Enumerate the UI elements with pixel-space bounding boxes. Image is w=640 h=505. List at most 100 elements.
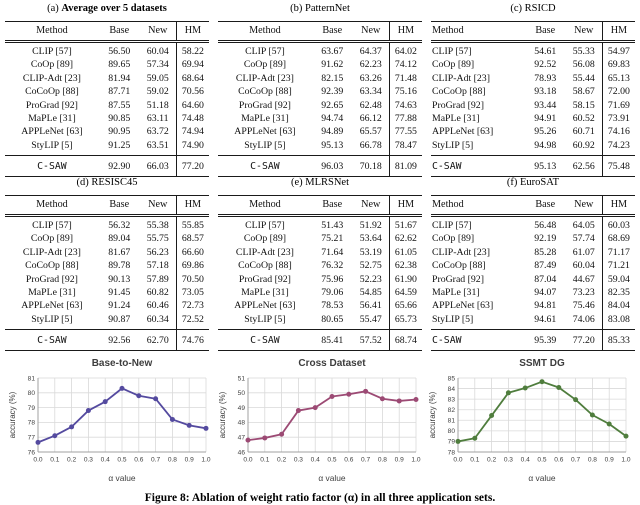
value-cell: 61.07 <box>572 246 595 258</box>
method-cell: ProGrad [92] <box>25 273 78 285</box>
value-cell: 51.67 <box>388 215 422 233</box>
table-body: CLIP [57] 51.43 51.92 51.67 CoOp [89] 75.21 53… <box>218 215 422 330</box>
x-tick-label: 0.6 <box>134 457 143 464</box>
table-row: StyLIP [5] 94.61 74.06 83.08 <box>431 312 635 330</box>
value-cell: 91.45 <box>108 287 131 299</box>
chart-canvas: 78 79 80 81 82 83 84 85 0.0 0.1 0.2 0.3 0.4 0.5 0.6 0.7… <box>428 375 631 483</box>
value-cell: 87.71 <box>108 86 131 98</box>
value-cell: 81.94 <box>108 72 131 84</box>
table-title: (c) RSICD <box>431 2 635 15</box>
method-cell: CLIP-Adt [23] <box>432 246 490 258</box>
table-title: (f) EuroSAT <box>431 176 635 189</box>
value-cell: 94.74 <box>321 113 344 125</box>
value-cell: 68.57 <box>175 232 209 246</box>
x-tick-label: 0.6 <box>344 457 353 464</box>
x-tick-label: 0.0 <box>33 457 42 464</box>
column-header: HM <box>175 21 209 43</box>
table-c: (c) RSICD Method Base New HM CLIP [57] 54.61 55… <box>431 2 635 178</box>
summary-value-cell: 75.48 <box>601 155 635 177</box>
value-cell: 61.90 <box>388 272 422 287</box>
table-b: (b) PatternNet Method Base New HM CLIP [57] 63… <box>218 2 422 178</box>
y-tick-label: 84 <box>448 386 456 393</box>
x-tick-label: 0.2 <box>67 457 76 464</box>
method-cell: CoCoOp [88] <box>25 86 79 98</box>
table-body: CLIP [57] 63.67 64.37 64.02 CoOp [89] 91.62 62… <box>218 41 422 156</box>
value-cell: 74.63 <box>388 98 422 113</box>
value-cell: 73.05 <box>175 286 209 300</box>
table-body: CLIP [57] 56.32 55.38 55.85 CoOp [89] 89.04 55… <box>5 215 209 330</box>
summary-section: C-SAW 96.03 70.18 81.09 <box>218 155 422 177</box>
y-tick-label: 46 <box>238 449 246 456</box>
method-cell: ProGrad [92] <box>238 99 291 111</box>
y-tick-label: 47 <box>238 435 246 442</box>
x-tick-label: 0.4 <box>311 457 320 464</box>
tables-row-bottom: (d) RESISC45 Method Base New HM CLIP [57] 56.3… <box>0 176 640 352</box>
table-row: CLIP-Adt [23] 78.93 55.44 65.13 <box>431 71 635 86</box>
table-row: APPLeNet [63] 90.95 63.72 74.94 <box>5 125 209 139</box>
value-cell: 92.19 <box>534 233 557 245</box>
value-cell: 63.51 <box>146 139 169 151</box>
method-cell: ProGrad [92] <box>432 99 484 111</box>
value-cell: 85.28 <box>534 246 557 258</box>
method-cell: StyLIP [5] <box>244 139 286 151</box>
x-tick-label: 0.9 <box>395 457 404 464</box>
value-cell: 71.21 <box>601 259 635 273</box>
value-cell: 65.66 <box>388 299 422 313</box>
table-row: CLIP [57] 63.67 64.37 64.02 <box>218 41 422 59</box>
data-point <box>556 385 562 391</box>
summary-value-cell: 70.18 <box>352 155 390 177</box>
data-point <box>262 435 268 441</box>
summary-section: C-SAW 92.56 62.70 74.76 <box>5 329 209 351</box>
value-cell: 62.23 <box>359 59 382 71</box>
header-row: Method Base New HM <box>5 195 209 217</box>
value-cell: 66.78 <box>359 139 382 151</box>
value-cell: 52.23 <box>359 273 382 285</box>
data-point <box>153 396 159 402</box>
method-cell: APPLeNet [63] <box>234 300 296 312</box>
value-cell: 64.60 <box>175 98 209 113</box>
method-cell: MaPLe [31] <box>241 113 289 125</box>
x-tick-label: 0.6 <box>554 457 563 464</box>
value-cell: 69.83 <box>601 58 635 72</box>
column-header: HM <box>601 21 635 43</box>
value-cell: 65.13 <box>601 71 635 86</box>
value-cell: 90.87 <box>108 313 131 325</box>
value-cell: 63.67 <box>321 46 344 57</box>
value-cell: 95.13 <box>321 139 344 151</box>
value-cell: 74.23 <box>601 138 635 156</box>
value-cell: 54.61 <box>534 46 557 57</box>
table-title: (a) Average over 5 datasets <box>5 2 209 15</box>
value-cell: 93.18 <box>534 86 557 98</box>
y-tick-label: 80 <box>448 428 456 435</box>
data-point <box>295 408 301 414</box>
value-cell: 72.73 <box>175 299 209 313</box>
value-cell: 63.72 <box>146 126 169 138</box>
column-header: Method <box>431 21 525 43</box>
value-cell: 89.65 <box>108 59 131 71</box>
column-header: Method <box>431 195 525 217</box>
figure-caption: Figure 8: Ablation of weight ratio facto… <box>144 492 496 504</box>
table-row: CLIP-Adt [23] 81.94 59.05 68.64 <box>5 71 209 86</box>
value-cell: 74.16 <box>601 125 635 139</box>
summary-row: C-SAW 85.41 57.52 68.74 <box>218 329 422 351</box>
table-row: MaPLe [31] 94.07 73.23 82.35 <box>431 286 635 300</box>
method-cell: CLIP-Adt [23] <box>22 72 81 84</box>
value-cell: 94.98 <box>534 139 557 151</box>
method-cell: CoCoOp [88] <box>238 86 292 98</box>
x-tick-label: 0.2 <box>487 457 496 464</box>
results-table: Method Base New HM CLIP [57] 51.43 51.92 51.67 C… <box>218 195 422 352</box>
data-point <box>279 431 285 437</box>
table-title-label: (c) <box>510 3 525 14</box>
tables-row-top: (a) Average over 5 datasets Method Base New… <box>0 2 640 178</box>
summary-value-cell: 77.20 <box>565 329 603 351</box>
table-row: CLIP-Adt [23] 85.28 61.07 71.17 <box>431 245 635 260</box>
table-row: StyLIP [5] 94.98 60.92 74.23 <box>431 138 635 156</box>
value-cell: 78.93 <box>534 72 557 84</box>
method-cell: MaPLe [31] <box>28 287 76 299</box>
column-header: Method <box>5 21 99 43</box>
column-header: Base <box>524 195 566 217</box>
value-cell: 55.38 <box>146 220 169 231</box>
value-cell: 94.61 <box>534 313 557 325</box>
value-cell: 79.06 <box>321 287 344 299</box>
method-cell: CoCoOp [88] <box>238 260 292 272</box>
